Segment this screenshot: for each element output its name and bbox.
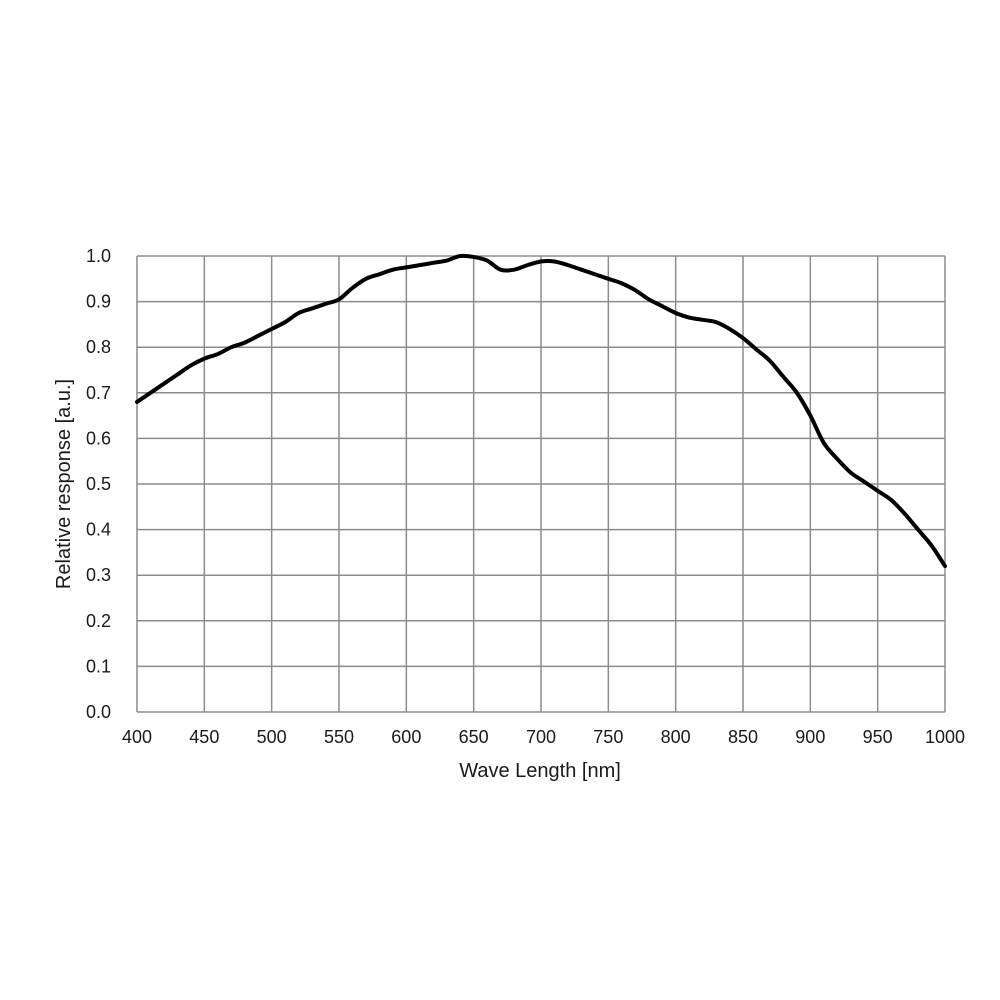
x-axis-label: Wave Length [nm] [459, 760, 621, 782]
x-tick-label: 800 [661, 727, 691, 747]
y-tick-label: 0.9 [86, 292, 111, 312]
y-axis-ticks: 0.0 0.1 0.2 0.3 0.4 0.5 0.6 0.7 0.8 0.9 1.0 [86, 246, 111, 722]
y-tick-label: 0.2 [86, 611, 111, 631]
y-tick-label: 0.6 [86, 428, 111, 448]
x-tick-label: 950 [863, 727, 893, 747]
x-tick-label: 1000 [925, 727, 965, 747]
x-tick-label: 650 [459, 727, 489, 747]
series-layer [135, 253, 947, 569]
x-tick-label: 600 [391, 727, 421, 747]
x-tick-label: 500 [257, 727, 287, 747]
y-tick-label: 0.8 [86, 337, 111, 357]
x-tick-label: 900 [795, 727, 825, 747]
y-axis-label: Relative response [a.u.] [53, 379, 75, 589]
y-tick-label: 0.1 [86, 656, 111, 676]
grid [136, 255, 946, 713]
x-tick-label: 550 [324, 727, 354, 747]
x-tick-label: 750 [593, 727, 623, 747]
x-tick-label: 850 [728, 727, 758, 747]
y-tick-label: 0.0 [86, 702, 111, 722]
x-tick-label: 450 [189, 727, 219, 747]
y-tick-label: 0.5 [86, 474, 111, 494]
y-tick-label: 0.3 [86, 565, 111, 585]
y-tick-label: 0.7 [86, 383, 111, 403]
y-tick-label: 1.0 [86, 246, 111, 266]
y-tick-label: 0.4 [86, 520, 111, 540]
series-line [135, 253, 947, 569]
x-tick-label: 400 [122, 727, 152, 747]
x-tick-label: 700 [526, 727, 556, 747]
x-axis-ticks: 400 450 500 550 600 650 700 750 800 850 900 950 1000 [122, 727, 965, 747]
